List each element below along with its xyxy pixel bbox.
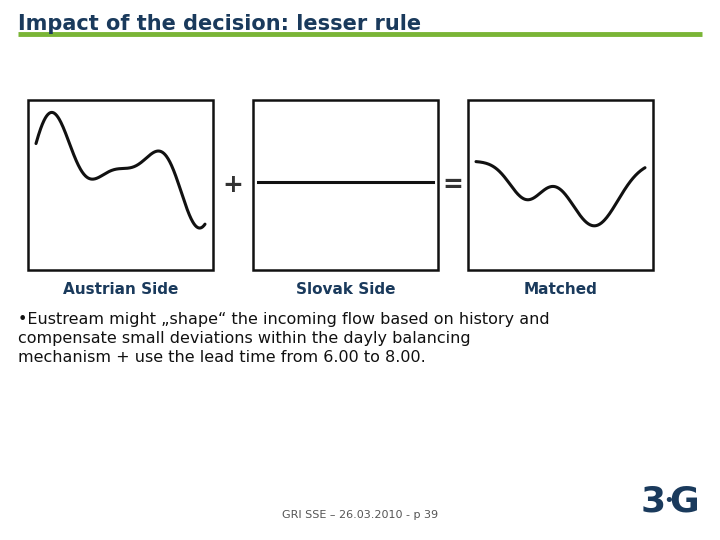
Text: •: • — [664, 492, 675, 510]
Text: Austrian Side: Austrian Side — [63, 282, 178, 297]
Text: Slovak Side: Slovak Side — [296, 282, 395, 297]
Text: mechanism + use the lead time from 6.00 to 8.00.: mechanism + use the lead time from 6.00 … — [18, 350, 426, 365]
Text: =: = — [443, 173, 464, 197]
Text: 3: 3 — [640, 484, 665, 518]
Text: GRI SSE – 26.03.2010 - p 39: GRI SSE – 26.03.2010 - p 39 — [282, 510, 438, 520]
Text: compensate small deviations within the dayly balancing: compensate small deviations within the d… — [18, 331, 471, 346]
Bar — [253, 100, 438, 270]
Text: Matched: Matched — [523, 282, 598, 297]
Text: Impact of the decision: lesser rule: Impact of the decision: lesser rule — [18, 14, 421, 34]
Text: G: G — [669, 484, 699, 518]
Bar — [468, 100, 653, 270]
Text: +: + — [222, 173, 243, 197]
Bar — [28, 100, 213, 270]
Text: •Eustream might „shape“ the incoming flow based on history and: •Eustream might „shape“ the incoming flo… — [18, 312, 549, 327]
